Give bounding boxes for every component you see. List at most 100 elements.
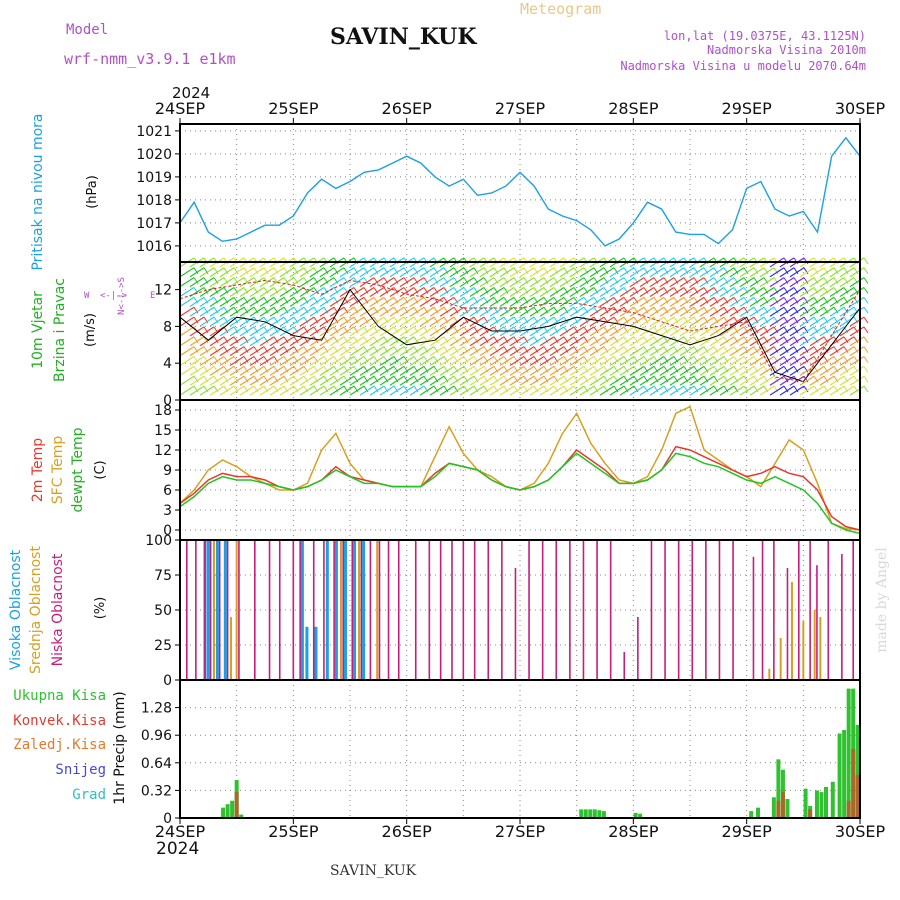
wind-barb [459, 365, 475, 376]
wind-barb-flag [663, 306, 669, 314]
wind-barb-flag [453, 356, 459, 363]
wind-barb-flag [583, 385, 589, 393]
wind-barb [479, 355, 495, 367]
date-label-bottom: 24SEP [155, 822, 206, 841]
wind-barb-flag [383, 375, 389, 383]
wind-barb [449, 375, 465, 386]
wind-barb-flag [863, 316, 869, 324]
wind-barb-flag [553, 375, 559, 383]
wind-barb [689, 296, 705, 307]
wind-barb [389, 355, 405, 367]
wind-barb-flag [243, 297, 249, 304]
wind-barb-flag [843, 306, 849, 314]
wind-barb [379, 267, 395, 278]
wind-barb [289, 316, 305, 327]
wind-barb [789, 385, 805, 396]
wind-barb-flag [243, 346, 249, 353]
wind-barb [589, 336, 605, 347]
wind-barb [729, 336, 745, 347]
wind-barb-flag [233, 326, 239, 334]
wind-barb-flag [593, 326, 599, 334]
wind-barb [279, 385, 295, 396]
precip-bar [819, 792, 824, 818]
wind-barb [349, 267, 365, 278]
wind-barb [499, 306, 515, 317]
wind-barb-flag [803, 297, 809, 304]
wind-barb-flag [323, 297, 329, 304]
wind-barb [309, 365, 325, 376]
wind-barb-flag [273, 366, 279, 373]
wind-barb-flag [403, 267, 409, 275]
wind-barb [839, 355, 855, 367]
wind-barb-flag [253, 306, 259, 314]
wind-barb-flag [623, 306, 629, 314]
wind-barb-flag [583, 366, 589, 373]
wind-barb [299, 267, 315, 278]
wind-barb [849, 326, 865, 337]
wind-barb [469, 296, 485, 307]
wind-barb [739, 306, 755, 317]
wind-barb [279, 286, 295, 298]
wind-barb [289, 375, 305, 386]
wind-barb-flag [543, 336, 549, 344]
wind-barb-flag [223, 326, 229, 334]
wind-barb [489, 336, 505, 347]
wind-barb [289, 326, 305, 337]
wind-barb-flag [733, 356, 739, 363]
wind-barb-flag [823, 306, 829, 314]
wind-barb [639, 277, 655, 288]
wind-barb [619, 296, 635, 307]
wind-barb [779, 355, 795, 367]
wind-barb-flag [213, 297, 219, 304]
wind-barb [749, 326, 765, 337]
wind-barb-flag [283, 346, 289, 353]
wind-barb-flag [813, 336, 819, 344]
wind-barb [219, 267, 235, 278]
wind-barb-flag [683, 375, 689, 383]
wind-barb [579, 346, 595, 357]
wind-barb [629, 286, 645, 298]
wind-barb [239, 336, 255, 347]
wind-barb [649, 336, 665, 347]
wind-barb [509, 375, 525, 386]
wind-barb-flag [213, 277, 219, 284]
wind-barb-flag [633, 366, 639, 373]
wind-barb-flag [663, 277, 669, 284]
wind-barb [829, 286, 845, 298]
wind-barb-flag [353, 267, 359, 275]
wind-barb-flag [673, 277, 679, 284]
wind-barb-flag [383, 306, 389, 314]
wind-barb [809, 296, 825, 307]
wind-barb [349, 296, 365, 307]
wind-barb [659, 326, 675, 337]
wind-barb-flag [553, 306, 559, 314]
wind-barb-flag [723, 316, 729, 324]
wind-barb-flag [223, 306, 229, 314]
wind-barb [509, 365, 525, 376]
wind-barb [749, 306, 765, 317]
date-label-bottom: 25SEP [268, 822, 319, 841]
wind-barb [379, 306, 395, 317]
wind-barb [279, 306, 295, 317]
wind-barb-flag [553, 356, 559, 363]
wind-barb-flag [233, 385, 239, 393]
y-tick-label: 15 [154, 423, 172, 439]
wind-barb [809, 277, 825, 288]
wind-barb-flag [503, 336, 509, 344]
wind-barb [219, 316, 235, 327]
year-label-top: 2024 [172, 84, 210, 102]
wind-barb [329, 316, 345, 327]
wind-barb-flag [753, 326, 759, 334]
wind-barb-flag [843, 366, 849, 373]
wind-barb-flag [733, 287, 739, 294]
wind-barb [659, 316, 675, 327]
wind-barb-flag [683, 385, 689, 393]
wind-barb-flag [843, 356, 849, 363]
wind-barb-flag [393, 366, 399, 373]
wind-barb-flag [363, 277, 369, 284]
wind-barb [399, 375, 415, 386]
wind-barb-flag [503, 316, 509, 324]
lonlat-label: lon,lat (19.0375E, 43.1125N) [664, 29, 866, 43]
wind-barb-flag [273, 356, 279, 363]
y-tick-label: 0.64 [141, 756, 172, 772]
